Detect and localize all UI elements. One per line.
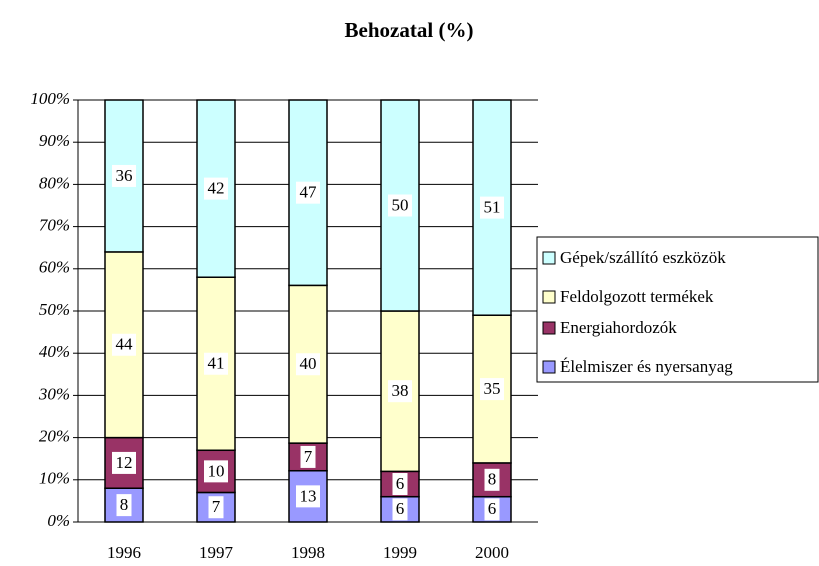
data-label-bg <box>296 485 320 508</box>
data-label-bg <box>300 445 316 468</box>
y-tick-label: 50% <box>39 300 70 319</box>
y-tick-label: 80% <box>39 173 70 192</box>
y-tick-label: 10% <box>39 469 70 488</box>
legend-label: Feldolgozott termékek <box>560 287 714 306</box>
data-label-bg <box>388 194 412 217</box>
data-label: 47 <box>300 183 318 202</box>
y-tick-label: 20% <box>39 427 70 446</box>
data-label: 6 <box>396 499 405 518</box>
chart-title: Behozatal (%) <box>345 18 474 42</box>
x-tick-label: 1996 <box>107 543 141 562</box>
data-label-bg <box>112 164 136 187</box>
data-label: 10 <box>208 461 225 480</box>
legend-label: Energiahordozók <box>560 318 677 337</box>
data-label: 44 <box>116 335 134 354</box>
data-label-bg <box>204 460 228 483</box>
y-tick-label: 70% <box>39 216 70 235</box>
data-label: 12 <box>116 453 133 472</box>
data-label: 8 <box>488 470 497 489</box>
x-tick-label: 1998 <box>291 543 325 562</box>
y-tick-label: 30% <box>38 384 70 403</box>
data-label-bg <box>296 353 320 376</box>
data-label-bg <box>204 352 228 375</box>
data-label-bg <box>388 380 412 403</box>
x-tick-label: 1999 <box>383 543 417 562</box>
legend-swatch <box>542 290 556 304</box>
legend-swatch <box>542 321 556 335</box>
data-label: 51 <box>484 198 501 217</box>
y-tick-label: 90% <box>39 131 70 150</box>
data-label-bg <box>392 473 408 496</box>
bar-segment <box>104 99 144 253</box>
data-label-bg <box>484 498 500 521</box>
data-label-bg <box>112 451 136 474</box>
legend-label: Élelmiszer és nyersanyag <box>560 357 733 376</box>
x-tick-label: 1997 <box>199 543 234 562</box>
data-label-bg <box>112 333 136 356</box>
data-label-bg <box>208 496 224 519</box>
data-label-bg <box>392 498 408 521</box>
x-tick-label: 2000 <box>475 543 509 562</box>
legend-box <box>536 236 819 383</box>
data-label-bg <box>116 494 132 517</box>
data-label: 6 <box>396 474 405 493</box>
legend-swatch <box>542 251 556 265</box>
y-tick-label: 100% <box>30 89 70 108</box>
data-label-bg <box>480 378 504 401</box>
data-label: 36 <box>116 166 133 185</box>
data-label: 38 <box>392 381 409 400</box>
data-label-bg <box>296 181 320 204</box>
y-tick-label: 60% <box>39 258 70 277</box>
data-label: 7 <box>304 447 313 466</box>
data-label-bg <box>480 196 504 219</box>
y-tick-label: 40% <box>39 342 70 361</box>
data-label: 41 <box>208 354 225 373</box>
data-label: 40 <box>300 354 317 373</box>
y-tick-label: 0% <box>47 511 70 530</box>
data-label-bg <box>484 468 500 491</box>
data-label: 50 <box>392 195 409 214</box>
legend-swatch <box>542 360 556 374</box>
data-label-bg <box>204 177 228 200</box>
data-label: 42 <box>208 179 225 198</box>
data-label: 7 <box>212 497 221 516</box>
data-label: 8 <box>120 495 129 514</box>
data-label: 13 <box>300 486 317 505</box>
legend-label: Gépek/szállító eszközök <box>560 248 726 267</box>
data-label: 6 <box>488 499 497 518</box>
data-label: 35 <box>484 379 501 398</box>
